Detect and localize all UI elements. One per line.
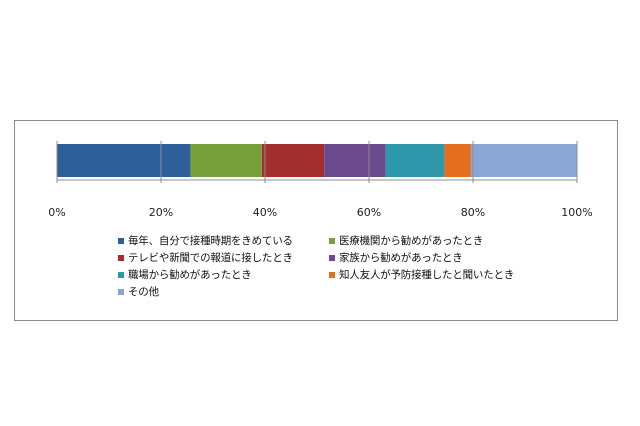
legend-swatch bbox=[329, 254, 335, 261]
legend-label: 知人友人が予防接種したと聞いたとき bbox=[339, 269, 515, 281]
x-tick-label: 100% bbox=[561, 206, 592, 219]
bar-segment bbox=[470, 144, 577, 177]
legend-label: テレビや新聞での報道に接したとき bbox=[128, 252, 293, 264]
legend-item: 職場から勧めがあったとき bbox=[118, 267, 252, 282]
chart-plot: 0% 20% 40% 60% 80% 100% bbox=[48, 141, 593, 219]
x-tick-label: 0% bbox=[48, 206, 65, 219]
legend-item: テレビや新聞での報道に接したとき bbox=[118, 250, 293, 265]
bar-segment bbox=[444, 144, 471, 177]
legend-label: 職場から勧めがあったとき bbox=[128, 269, 252, 281]
legend-item: 毎年、自分で接種時期をきめている bbox=[118, 233, 293, 248]
legend-swatch bbox=[118, 237, 124, 244]
legend-swatch bbox=[118, 254, 124, 261]
legend-swatch bbox=[118, 288, 124, 295]
x-tick-label: 80% bbox=[461, 206, 485, 219]
legend-label: 医療機関から勧めがあったとき bbox=[339, 235, 484, 247]
bar-segment bbox=[261, 144, 325, 177]
legend-swatch bbox=[329, 237, 335, 244]
legend-label: 毎年、自分で接種時期をきめている bbox=[128, 235, 293, 247]
x-tick-label: 40% bbox=[253, 206, 277, 219]
legend-swatch bbox=[329, 271, 335, 278]
legend-item: 知人友人が予防接種したと聞いたとき bbox=[329, 267, 514, 282]
x-tick-label: 20% bbox=[149, 206, 173, 219]
bar-segment bbox=[190, 144, 262, 177]
legend-label: 家族から勧めがあったとき bbox=[339, 252, 463, 264]
x-tick-label: 60% bbox=[357, 206, 381, 219]
chart-frame: 0% 20% 40% 60% 80% 100% bbox=[14, 120, 618, 321]
bar-segment bbox=[57, 144, 191, 177]
legend-item: 医療機関から勧めがあったとき bbox=[329, 233, 483, 248]
legend-swatch bbox=[118, 271, 124, 278]
bar-segment bbox=[324, 144, 386, 177]
legend-item: 家族から勧めがあったとき bbox=[329, 250, 463, 265]
legend-label: その他 bbox=[128, 286, 159, 298]
legend-item: その他 bbox=[118, 284, 159, 299]
bar-segment bbox=[385, 144, 445, 177]
